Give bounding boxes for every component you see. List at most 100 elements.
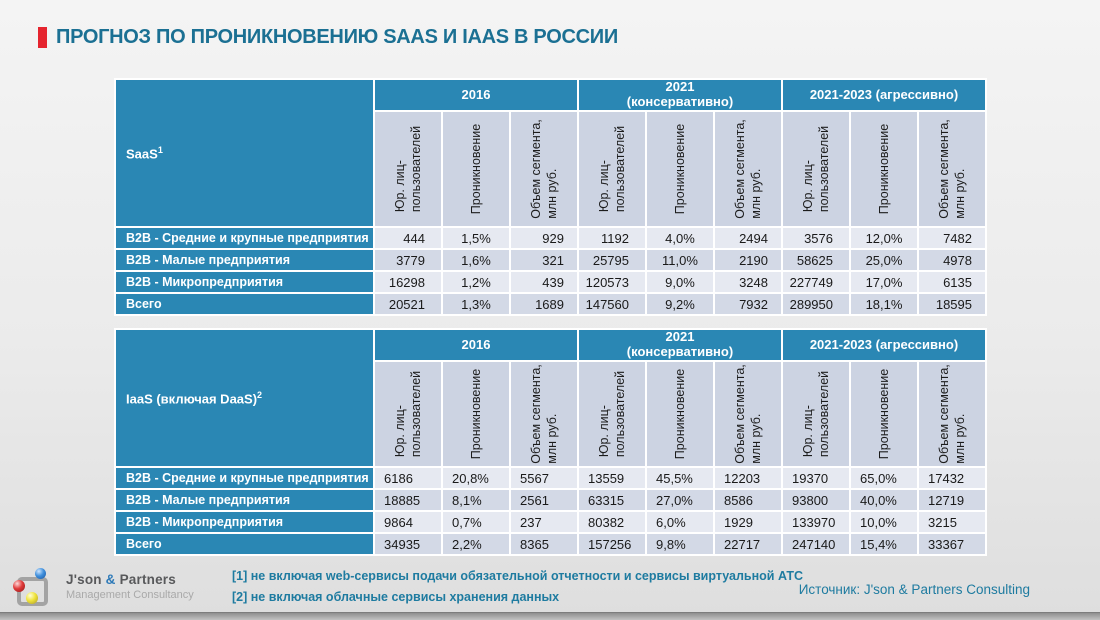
metric-header-volume: Объем сегмента, млн руб. (919, 112, 985, 226)
logo-yellow-ball-icon (26, 592, 38, 604)
data-cell: 27,0% (647, 490, 713, 510)
data-cell: 247140 (783, 534, 849, 554)
data-cell: 5567 (511, 468, 577, 488)
iaas-table-title: IaaS (включая DaaS)2 (116, 330, 373, 466)
row-label: B2B - Средние и крупные предприятия (116, 468, 373, 488)
slide-title-block: ПРОГНОЗ ПО ПРОНИКНОВЕНИЮ SAAS И IAAS В Р… (38, 26, 618, 49)
data-cell: 33367 (919, 534, 985, 554)
data-cell: 4,0% (647, 228, 713, 248)
data-cell: 22717 (715, 534, 781, 554)
row-label: B2B - Малые предприятия (116, 490, 373, 510)
data-cell: 157256 (579, 534, 645, 554)
data-cell: 1,2% (443, 272, 509, 292)
metric-header-users: Юр. лиц- пользователей (375, 112, 441, 226)
metric-header-row: Юр. лиц- пользователей Проникновение Объ… (116, 362, 985, 466)
row-label: B2B - Микропредприятия (116, 272, 373, 292)
saas-footnote-ref: 1 (157, 144, 163, 155)
table-row: B2B - Микропредприятия 9864 0,7% 237 803… (116, 512, 985, 532)
logo-red-ball-icon (13, 580, 25, 592)
data-cell: 8365 (511, 534, 577, 554)
data-cell: 1689 (511, 294, 577, 314)
bottom-divider-bar (0, 612, 1100, 620)
data-cell: 6186 (375, 468, 441, 488)
metric-header-row: Юр. лиц- пользователей Проникновение Объ… (116, 112, 985, 226)
data-cell: 444 (375, 228, 441, 248)
data-cell: 12203 (715, 468, 781, 488)
data-cell: 6,0% (647, 512, 713, 532)
iaas-label: IaaS (включая DaaS) (126, 391, 258, 407)
table-row: B2B - Малые предприятия 3779 1,6% 321 25… (116, 250, 985, 270)
data-cell: 19370 (783, 468, 849, 488)
metric-header-penetration: Проникновение (443, 112, 509, 226)
data-cell: 0,7% (443, 512, 509, 532)
row-label-total: Всего (116, 294, 373, 314)
table-row: B2B - Средние и крупные предприятия 444 … (116, 228, 985, 248)
data-cell: 80382 (579, 512, 645, 532)
data-cell: 3779 (375, 250, 441, 270)
data-cell: 17432 (919, 468, 985, 488)
group-header-2016: 2016 (375, 80, 577, 110)
data-cell: 321 (511, 250, 577, 270)
group-header-2021-2023: 2021-2023 (агрессивно) (783, 80, 985, 110)
data-cell: 133970 (783, 512, 849, 532)
data-cell: 7482 (919, 228, 985, 248)
data-cell: 929 (511, 228, 577, 248)
group-header-2021: 2021 (консервативно) (579, 330, 781, 360)
iaas-table: IaaS (включая DaaS)2 2016 2021 (консерва… (114, 328, 987, 556)
row-label-total: Всего (116, 534, 373, 554)
saas-label: SaaS (126, 146, 158, 162)
data-cell: 18885 (375, 490, 441, 510)
data-cell: 17,0% (851, 272, 917, 292)
group-header-2021-2023: 2021-2023 (агрессивно) (783, 330, 985, 360)
group-header-2021: 2021 (консервативно) (579, 80, 781, 110)
data-cell: 120573 (579, 272, 645, 292)
data-cell: 289950 (783, 294, 849, 314)
data-cell: 237 (511, 512, 577, 532)
page-title: ПРОГНОЗ ПО ПРОНИКНОВЕНИЮ SAAS И IAAS В Р… (56, 26, 618, 48)
metric-header-users: Юр. лиц- пользователей (579, 112, 645, 226)
data-cell: 34935 (375, 534, 441, 554)
data-cell: 1,3% (443, 294, 509, 314)
data-cell: 3576 (783, 228, 849, 248)
metric-header-volume: Объем сегмента, млн руб. (511, 112, 577, 226)
data-cell: 25795 (579, 250, 645, 270)
data-cell: 3215 (919, 512, 985, 532)
table-row: B2B - Средние и крупные предприятия 6186… (116, 468, 985, 488)
metric-header-penetration: Проникновение (851, 112, 917, 226)
data-cell: 8586 (715, 490, 781, 510)
metric-header-users: Юр. лиц- пользователей (579, 362, 645, 466)
data-cell: 1,6% (443, 250, 509, 270)
saas-table-title: SaaS1 (116, 80, 373, 226)
data-cell: 40,0% (851, 490, 917, 510)
data-cell: 58625 (783, 250, 849, 270)
metric-header-users: Юр. лиц- пользователей (783, 112, 849, 226)
source-note: Источник: J'son & Partners Consulting (798, 582, 1030, 597)
row-label: B2B - Малые предприятия (116, 250, 373, 270)
row-label: B2B - Микропредприятия (116, 512, 373, 532)
data-cell: 227749 (783, 272, 849, 292)
data-cell: 147560 (579, 294, 645, 314)
data-cell: 18595 (919, 294, 985, 314)
data-cell: 9864 (375, 512, 441, 532)
company-logo: J'son & Partners Management Consultancy (13, 566, 224, 610)
metric-header-penetration: Проникновение (647, 112, 713, 226)
data-cell: 8,1% (443, 490, 509, 510)
data-cell: 63315 (579, 490, 645, 510)
data-cell: 1929 (715, 512, 781, 532)
metric-header-volume: Объем сегмента, млн руб. (715, 362, 781, 466)
data-cell: 15,4% (851, 534, 917, 554)
data-cell: 4978 (919, 250, 985, 270)
data-cell: 45,5% (647, 468, 713, 488)
data-cell: 10,0% (851, 512, 917, 532)
footnotes: [1] не включая web-сервисы подачи обязат… (232, 569, 803, 611)
data-cell: 9,8% (647, 534, 713, 554)
data-cell: 18,1% (851, 294, 917, 314)
data-cell: 25,0% (851, 250, 917, 270)
table-header-row: SaaS1 2016 2021 (консервативно) 2021-202… (116, 80, 985, 226)
data-cell: 16298 (375, 272, 441, 292)
table-header-row: IaaS (включая DaaS)2 2016 2021 (консерва… (116, 330, 985, 466)
footnote-2: [2] не включая облачные сервисы хранения… (232, 590, 560, 604)
data-cell: 1,5% (443, 228, 509, 248)
footnote-1: [1] не включая web-сервисы подачи обязат… (232, 569, 804, 583)
data-cell: 439 (511, 272, 577, 292)
